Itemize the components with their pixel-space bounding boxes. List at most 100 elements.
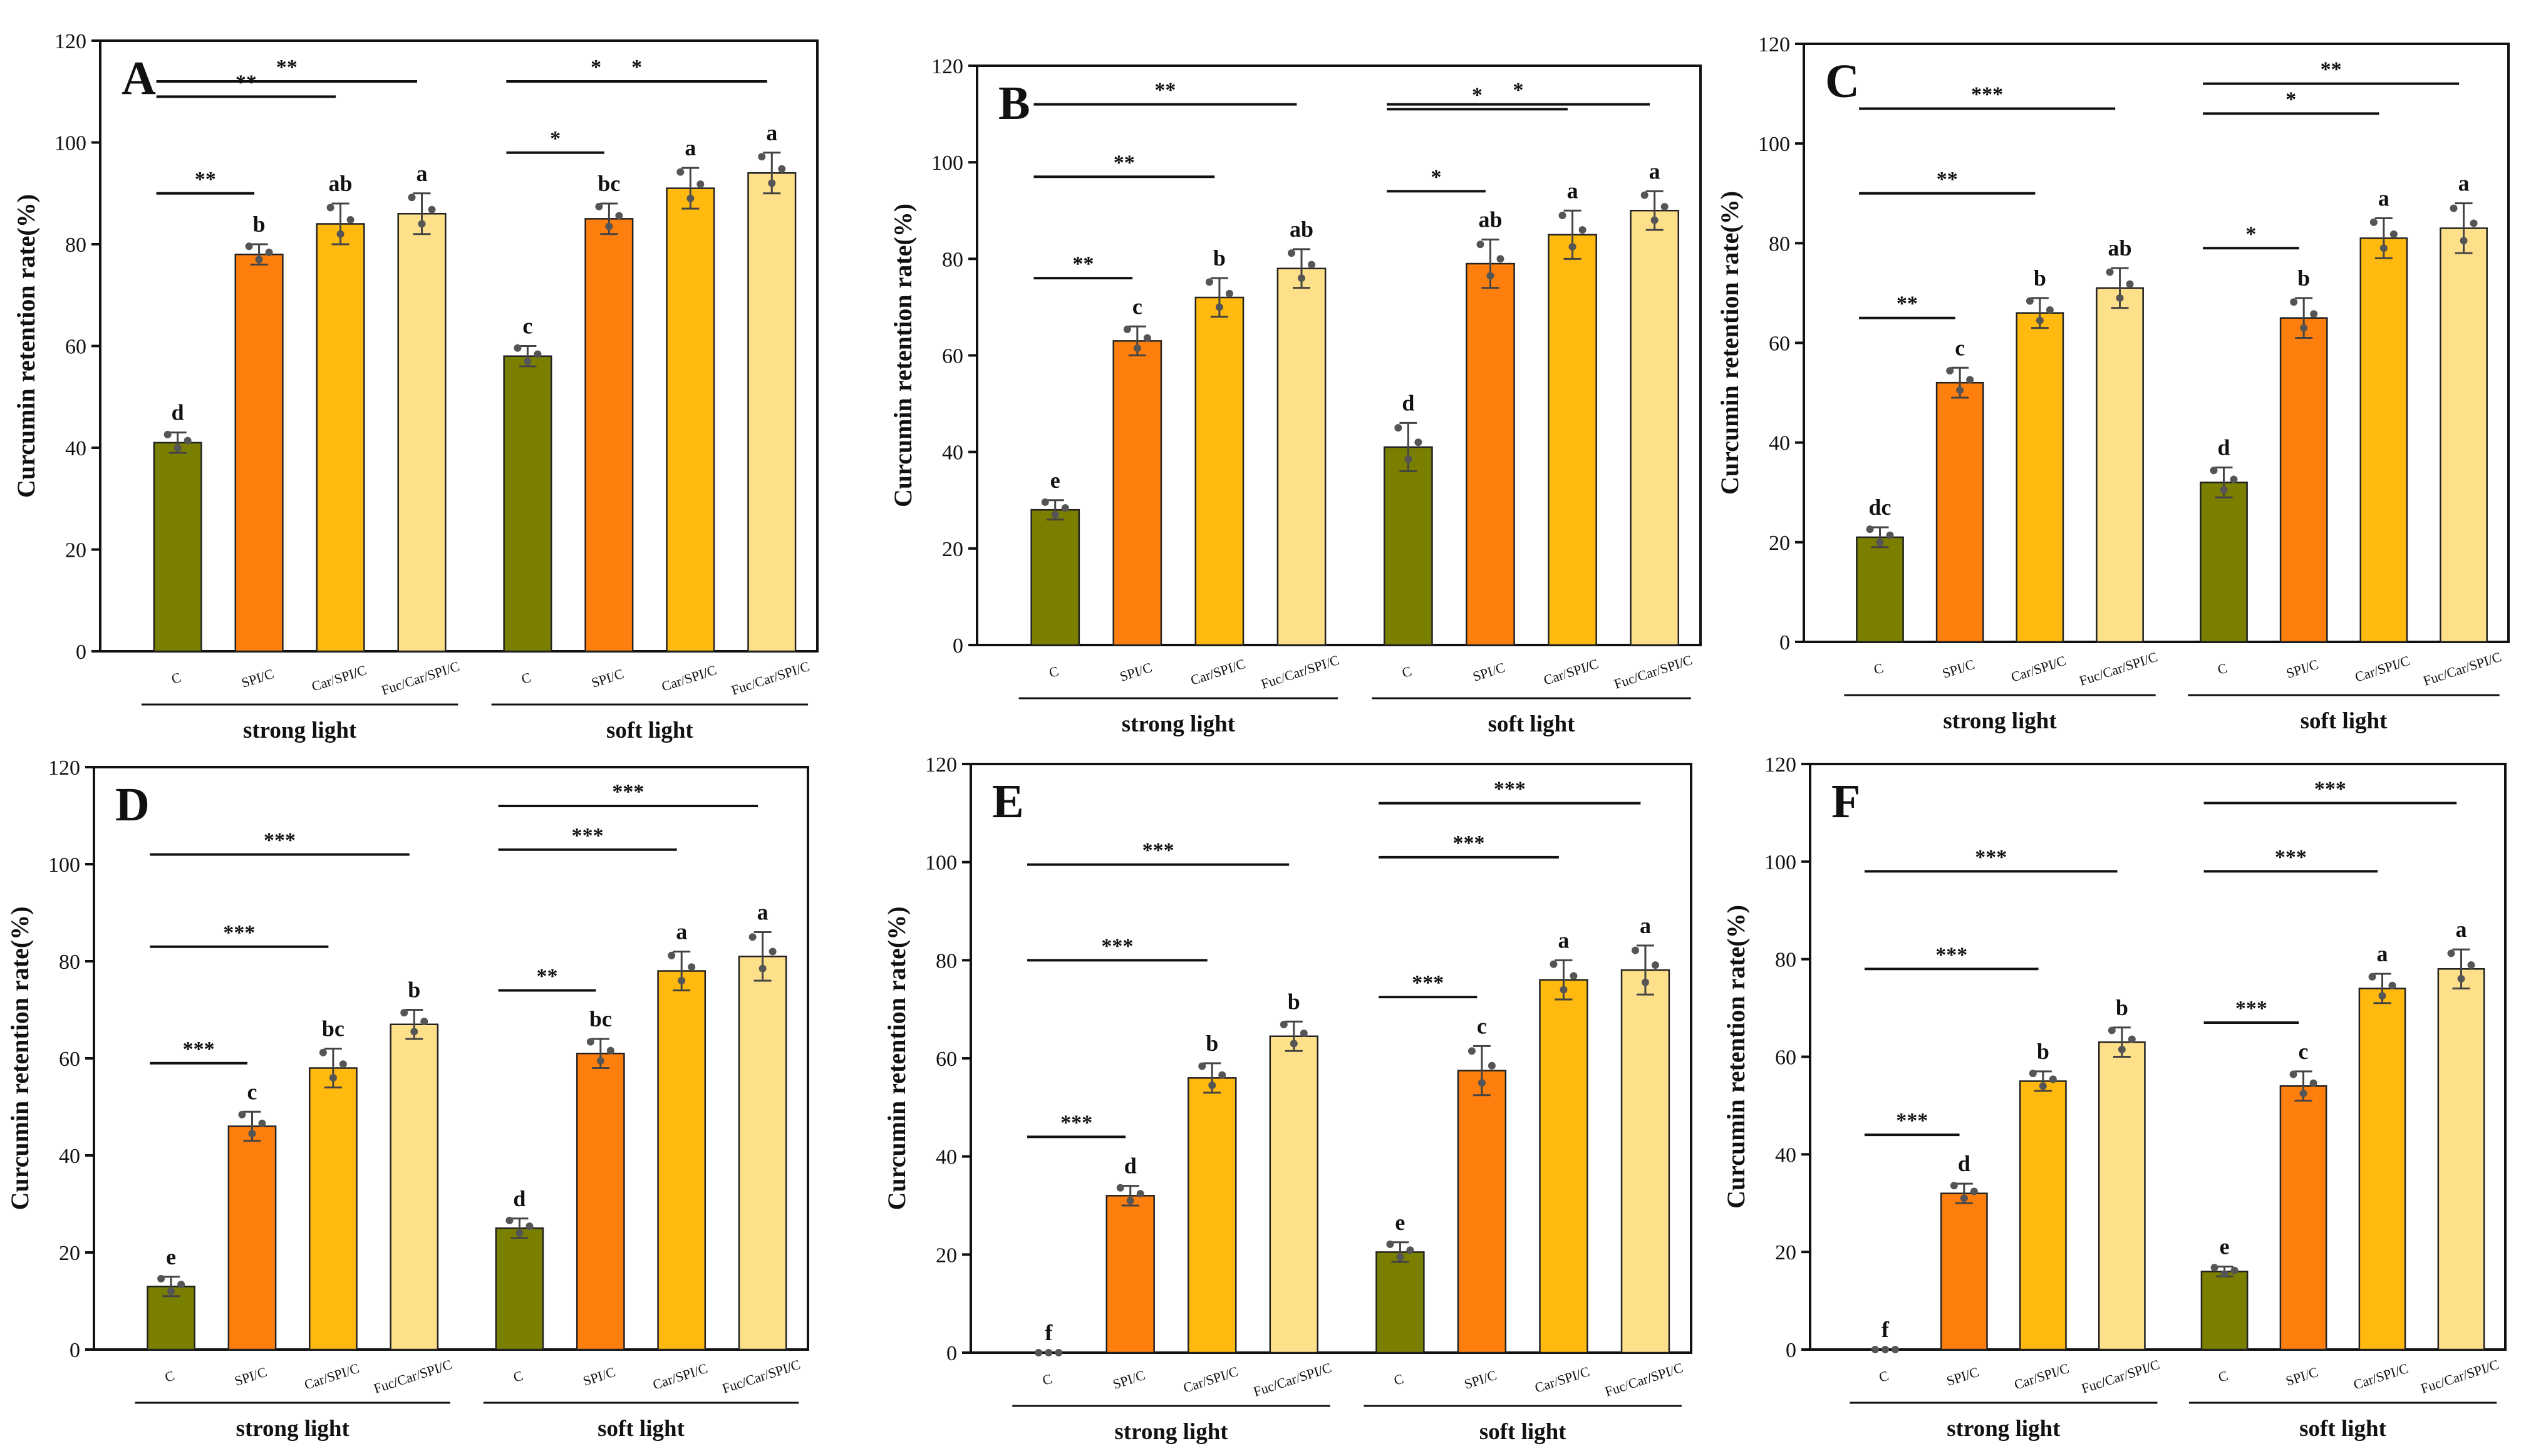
category-label: SPI/C — [589, 666, 626, 691]
category-label: Fuc/Car/SPI/C — [380, 658, 462, 698]
data-point — [2106, 268, 2114, 276]
data-point — [1558, 211, 1566, 219]
category-label: Car/SPI/C — [2009, 653, 2068, 685]
bar — [495, 1227, 544, 1351]
data-point — [258, 1119, 266, 1127]
significance-letter: d — [1402, 390, 1414, 415]
category-label: Fuc/Car/SPI/C — [1251, 1360, 1333, 1400]
data-point — [2369, 218, 2378, 226]
data-point — [1631, 946, 1639, 954]
y-tick-label: 100 — [931, 152, 963, 175]
significance-letter: a — [1567, 178, 1578, 203]
group-label: soft light — [2299, 1416, 2386, 1442]
data-point — [2126, 280, 2134, 288]
y-tick-label: 120 — [54, 30, 86, 53]
data-point — [605, 222, 613, 230]
significance-stars: *** — [1971, 83, 2003, 106]
data-point — [336, 230, 344, 238]
category-label: SPI/C — [1940, 656, 1977, 681]
significance-letter: a — [1640, 913, 1651, 938]
data-point — [1300, 1030, 1308, 1038]
significance-letter: d — [2217, 435, 2230, 460]
bar — [2437, 968, 2485, 1351]
category-label: SPI/C — [1945, 1364, 1981, 1389]
data-point — [265, 249, 273, 256]
data-point — [177, 1281, 185, 1289]
significance-letter: c — [1132, 294, 1142, 319]
y-tick-label: 120 — [931, 55, 963, 78]
category-label: Car/SPI/C — [1189, 656, 1248, 688]
significance-letter: b — [2297, 266, 2310, 291]
y-tick-label: 100 — [54, 132, 86, 155]
bar — [1194, 296, 1245, 646]
data-point — [2368, 973, 2376, 981]
bar — [316, 223, 365, 653]
data-point — [1051, 510, 1059, 519]
significance-stars: *** — [1935, 943, 1967, 966]
data-point — [2289, 1070, 2297, 1078]
significance-letter: a — [2456, 917, 2467, 942]
significance-letter: d — [513, 1186, 525, 1211]
y-tick-label: 80 — [65, 234, 86, 257]
y-tick-label: 60 — [1775, 1046, 1796, 1070]
bar — [2279, 317, 2328, 643]
significance-letter: c — [1477, 1013, 1487, 1038]
data-point — [1396, 1253, 1404, 1261]
data-point — [1578, 226, 1587, 234]
data-point — [2116, 294, 2124, 302]
category-label: SPI/C — [1118, 659, 1154, 684]
category-label: C — [519, 669, 533, 687]
data-point — [606, 1046, 614, 1055]
category-label: C — [1400, 663, 1414, 681]
y-tick-label: 100 — [1764, 851, 1796, 874]
data-point — [1486, 272, 1494, 280]
significance-stars: ** — [276, 56, 298, 79]
significance-letter: a — [676, 919, 687, 944]
significance-letter: a — [2377, 941, 2388, 966]
error-bar — [1481, 239, 1499, 289]
y-tick-label: 40 — [1769, 432, 1790, 455]
data-point — [2046, 306, 2054, 314]
significance-letter: b — [2116, 995, 2128, 1020]
bar — [747, 172, 797, 653]
panel-letter: E — [992, 775, 1024, 828]
data-point — [346, 216, 355, 224]
significance-stars: * — [2285, 88, 2296, 111]
data-point — [1966, 376, 1974, 384]
data-point — [1208, 1082, 1216, 1090]
data-point — [1478, 1079, 1486, 1087]
y-tick-label: 40 — [936, 1146, 957, 1169]
significance-stars: ** — [195, 168, 216, 191]
y-tick-label: 80 — [936, 949, 957, 973]
error-bar — [753, 931, 772, 982]
data-point — [534, 350, 542, 358]
y-axis-label: Curcumin retention rate(%) — [1716, 191, 1744, 495]
data-point — [686, 194, 695, 202]
significance-stars: ** — [2321, 58, 2342, 81]
significance-letter: ab — [1478, 207, 1502, 232]
significance-stars: *** — [183, 1038, 215, 1061]
significance-letter: e — [166, 1244, 176, 1269]
category-label: Fuc/Car/SPI/C — [2078, 649, 2160, 689]
category-label: SPI/C — [1111, 1367, 1147, 1392]
panel-letter: B — [998, 77, 1030, 130]
data-point — [2310, 310, 2318, 318]
significance-stars: *** — [1975, 845, 2007, 869]
data-point — [1386, 1240, 1394, 1248]
category-label: Fuc/Car/SPI/C — [2419, 1356, 2501, 1397]
category-label: Car/SPI/C — [303, 1360, 361, 1393]
significance-letter: a — [1558, 927, 1569, 953]
significance-letter: b — [1213, 245, 1226, 271]
bar — [503, 355, 552, 653]
category-label: Fuc/Car/SPI/C — [1612, 652, 1694, 692]
data-point — [2118, 1045, 2126, 1053]
significance-stars: *** — [1494, 778, 1526, 801]
data-point — [668, 951, 676, 959]
group-label: strong light — [1943, 708, 2057, 734]
data-point — [514, 344, 522, 352]
error-bar — [1473, 1045, 1491, 1097]
significance-stars: *** — [2314, 777, 2346, 800]
significance-letter: a — [685, 135, 696, 160]
significance-stars: * — [631, 56, 642, 79]
data-point — [1126, 1197, 1134, 1205]
